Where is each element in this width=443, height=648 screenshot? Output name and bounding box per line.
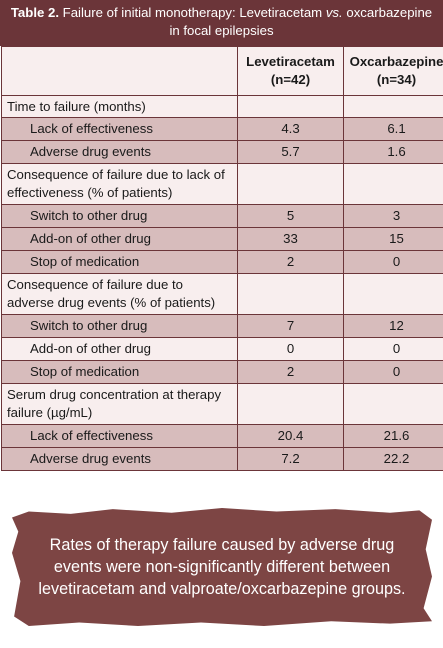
header-empty-cell [1, 46, 238, 96]
row-label: Consequence of failure due to lack of ef… [1, 162, 238, 205]
column-header-row: Levetiracetam (n=42) Oxcarbazepine (n=34… [1, 46, 443, 96]
table-row: Add-on of other drug 33 15 [1, 226, 443, 251]
levetiracetam-value: 2 [237, 359, 344, 384]
levetiracetam-value: 20.4 [237, 423, 344, 448]
column-name: Oxcarbazepine [349, 54, 443, 69]
row-label: Consequence of failure due to adverse dr… [1, 272, 238, 315]
oxcarbazepine-value [343, 382, 443, 425]
oxcarbazepine-value [343, 162, 443, 205]
table-number: Table 2. [10, 5, 59, 20]
failure-table: Levetiracetam (n=42) Oxcarbazepine (n=34… [1, 46, 443, 471]
oxcarbazepine-value: 0 [343, 359, 443, 384]
table-row: Serum drug concentration at therapy fail… [1, 382, 443, 425]
callout-text: Rates of therapy failure caused by adver… [38, 536, 406, 598]
levetiracetam-value: 0 [237, 336, 344, 361]
table-row: Consequence of failure due to adverse dr… [1, 272, 443, 315]
levetiracetam-value: 5.7 [237, 139, 344, 164]
row-label: Stop of medication [1, 249, 238, 274]
levetiracetam-value [237, 382, 344, 425]
levetiracetam-value [237, 95, 344, 118]
oxcarbazepine-value: 0 [343, 249, 443, 274]
oxcarbazepine-value: 15 [343, 226, 443, 251]
key-finding-callout: Rates of therapy failure caused by adver… [12, 508, 432, 626]
levetiracetam-value: 4.3 [237, 116, 344, 141]
row-label: Adverse drug events [1, 446, 238, 471]
row-label: Switch to other drug [1, 313, 238, 338]
row-label: Serum drug concentration at therapy fail… [1, 382, 238, 425]
column-name: Levetiracetam [246, 54, 335, 69]
caption-title-part1: Failure of initial monotherapy: Levetira… [62, 5, 323, 20]
levetiracetam-value: 5 [237, 203, 344, 228]
table-row: Lack of effectiveness 4.3 6.1 [1, 116, 443, 141]
table-row: Lack of effectiveness 20.4 21.6 [1, 423, 443, 448]
oxcarbazepine-value: 0 [343, 336, 443, 361]
row-label: Lack of effectiveness [1, 116, 238, 141]
levetiracetam-value: 7 [237, 313, 344, 338]
oxcarbazepine-value: 1.6 [343, 139, 443, 164]
levetiracetam-value: 33 [237, 226, 344, 251]
oxcarbazepine-value [343, 95, 443, 118]
column-header-oxcarbazepine: Oxcarbazepine (n=34) [343, 46, 443, 96]
table-row: Consequence of failure due to lack of ef… [1, 162, 443, 205]
table-row: Stop of medication 2 0 [1, 359, 443, 384]
caption-vs: vs. [325, 5, 343, 20]
column-count: (n=34) [376, 72, 417, 87]
table-row: Adverse drug events 5.7 1.6 [1, 139, 443, 164]
table-row: Adverse drug events 7.2 22.2 [1, 446, 443, 471]
oxcarbazepine-value: 22.2 [343, 446, 443, 471]
oxcarbazepine-value: 6.1 [343, 116, 443, 141]
row-label: Add-on of other drug [1, 336, 238, 361]
column-header-levetiracetam: Levetiracetam (n=42) [237, 46, 344, 96]
row-label: Add-on of other drug [1, 226, 238, 251]
row-label: Adverse drug events [1, 139, 238, 164]
oxcarbazepine-value: 12 [343, 313, 443, 338]
levetiracetam-value [237, 272, 344, 315]
table-row: Switch to other drug 5 3 [1, 203, 443, 228]
table-caption: Table 2. Failure of initial monotherapy:… [0, 0, 443, 46]
row-label: Lack of effectiveness [1, 423, 238, 448]
table-row: Stop of medication 2 0 [1, 249, 443, 274]
row-label: Time to failure (months) [1, 95, 238, 118]
table-row: Add-on of other drug 0 0 [1, 336, 443, 361]
table-row: Time to failure (months) [1, 95, 443, 118]
oxcarbazepine-value: 21.6 [343, 423, 443, 448]
oxcarbazepine-value: 3 [343, 203, 443, 228]
row-label: Switch to other drug [1, 203, 238, 228]
column-count: (n=42) [270, 72, 311, 87]
levetiracetam-value: 2 [237, 249, 344, 274]
levetiracetam-value [237, 162, 344, 205]
caption-title-part2: oxcarbazepine in focal epilepsies [169, 5, 433, 38]
table-row: Switch to other drug 7 12 [1, 313, 443, 338]
levetiracetam-value: 7.2 [237, 446, 344, 471]
row-label: Stop of medication [1, 359, 238, 384]
oxcarbazepine-value [343, 272, 443, 315]
